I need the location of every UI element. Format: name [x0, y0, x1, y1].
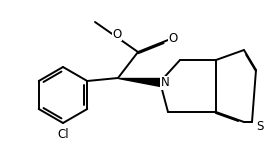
Text: N: N — [161, 76, 169, 90]
Polygon shape — [118, 78, 160, 86]
Text: S: S — [256, 119, 264, 132]
Text: O: O — [168, 32, 178, 46]
Text: O: O — [112, 27, 122, 41]
Text: Cl: Cl — [57, 127, 69, 141]
